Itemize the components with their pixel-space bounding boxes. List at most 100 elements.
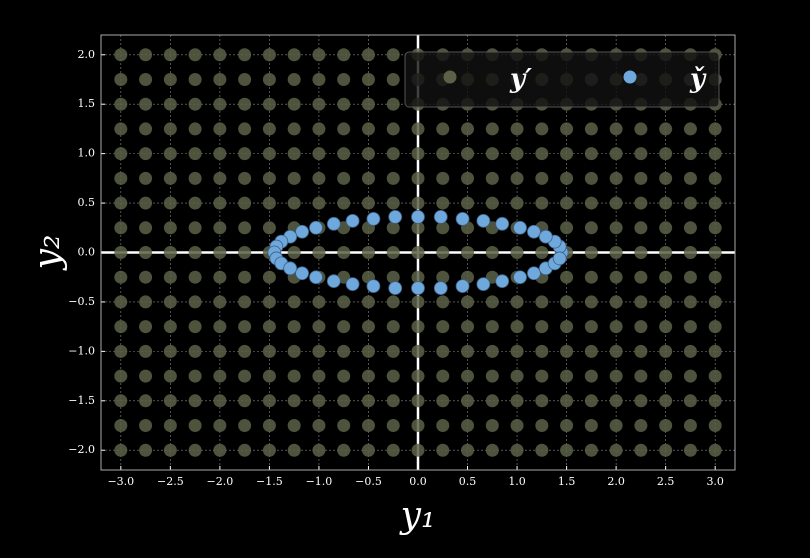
grid-point — [287, 344, 301, 358]
grid-point — [609, 221, 623, 235]
grid-point — [163, 97, 177, 111]
grid-point — [312, 48, 326, 62]
grid-point — [535, 196, 549, 210]
grid-point — [188, 419, 202, 433]
x-tick-label: 2.5 — [657, 475, 675, 488]
x-tick-label: 2.0 — [607, 475, 625, 488]
grid-point — [361, 147, 375, 161]
grid-point — [584, 122, 598, 136]
grid-point — [312, 72, 326, 86]
grid-point — [213, 246, 227, 259]
grid-point — [188, 443, 202, 457]
y-tick-label: 1.0 — [78, 147, 96, 160]
grid-point — [535, 147, 549, 161]
grid-point — [461, 196, 475, 210]
grid-point — [188, 369, 202, 383]
grid-point — [262, 196, 276, 210]
grid-point — [584, 369, 598, 383]
grid-point — [262, 419, 276, 433]
grid-point — [213, 97, 227, 111]
grid-point — [312, 394, 326, 408]
grid-point — [312, 320, 326, 334]
grid-point — [386, 270, 400, 284]
grid-point — [560, 320, 574, 334]
grid-point — [683, 221, 697, 235]
grid-point — [139, 320, 153, 334]
grid-point — [659, 394, 673, 408]
grid-point — [683, 443, 697, 457]
grid-point — [114, 344, 128, 358]
y-tick-label: 2.0 — [78, 48, 96, 61]
grid-point — [510, 344, 524, 358]
point — [411, 281, 425, 295]
grid-point — [461, 122, 475, 136]
grid-point — [139, 171, 153, 185]
grid-point — [139, 196, 153, 210]
point — [538, 229, 553, 244]
grid-point — [361, 48, 375, 62]
grid-point — [510, 443, 524, 457]
grid-point — [139, 246, 153, 259]
legend-box — [404, 51, 720, 108]
grid-point — [262, 147, 276, 161]
grid-point — [560, 270, 574, 284]
grid-point — [683, 122, 697, 136]
grid-point — [683, 270, 697, 284]
grid-point — [609, 171, 623, 185]
legend-marker — [443, 70, 457, 84]
grid-point — [436, 419, 450, 433]
grid-point — [238, 394, 252, 408]
grid-point — [163, 147, 177, 161]
grid-point — [188, 122, 202, 136]
y-tick-label: −0.5 — [68, 295, 95, 308]
grid-point — [213, 270, 227, 284]
grid-point — [609, 443, 623, 457]
grid-point — [708, 196, 722, 210]
point — [433, 210, 448, 224]
point — [513, 270, 527, 285]
grid-point — [238, 48, 252, 62]
grid-point — [287, 196, 301, 210]
grid-point — [535, 419, 549, 433]
grid-point — [337, 196, 351, 210]
grid-point — [411, 419, 425, 433]
grid-point — [560, 344, 574, 358]
grid-point — [510, 246, 524, 259]
grid-point — [139, 394, 153, 408]
grid-point — [485, 196, 499, 210]
grid-point — [163, 320, 177, 334]
grid-point — [659, 147, 673, 161]
grid-point — [609, 270, 623, 284]
grid-point — [213, 196, 227, 210]
grid-point — [213, 369, 227, 383]
grid-point — [361, 419, 375, 433]
grid-point — [163, 48, 177, 62]
grid-point — [163, 221, 177, 235]
grid-point — [708, 320, 722, 334]
grid-point — [584, 443, 598, 457]
grid-point — [461, 394, 475, 408]
grid-point — [287, 48, 301, 62]
grid-point — [163, 270, 177, 284]
grid-point — [560, 394, 574, 408]
grid-point — [114, 394, 128, 408]
grid-point — [188, 270, 202, 284]
grid-point — [262, 369, 276, 383]
x-tick-label: 0.0 — [409, 475, 427, 488]
grid-point — [163, 369, 177, 383]
y-tick-label: 0.0 — [78, 246, 96, 259]
y-tick-label: −1.0 — [68, 344, 95, 357]
grid-point — [386, 419, 400, 433]
grid-point — [609, 419, 623, 433]
grid-point — [386, 48, 400, 62]
grid-point — [535, 320, 549, 334]
grid-point — [659, 320, 673, 334]
grid-point — [386, 72, 400, 86]
grid-point — [238, 320, 252, 334]
point — [411, 210, 425, 224]
grid-point — [262, 443, 276, 457]
grid-point — [411, 295, 425, 309]
grid-point — [510, 171, 524, 185]
grid-point — [213, 48, 227, 62]
grid-point — [510, 369, 524, 383]
